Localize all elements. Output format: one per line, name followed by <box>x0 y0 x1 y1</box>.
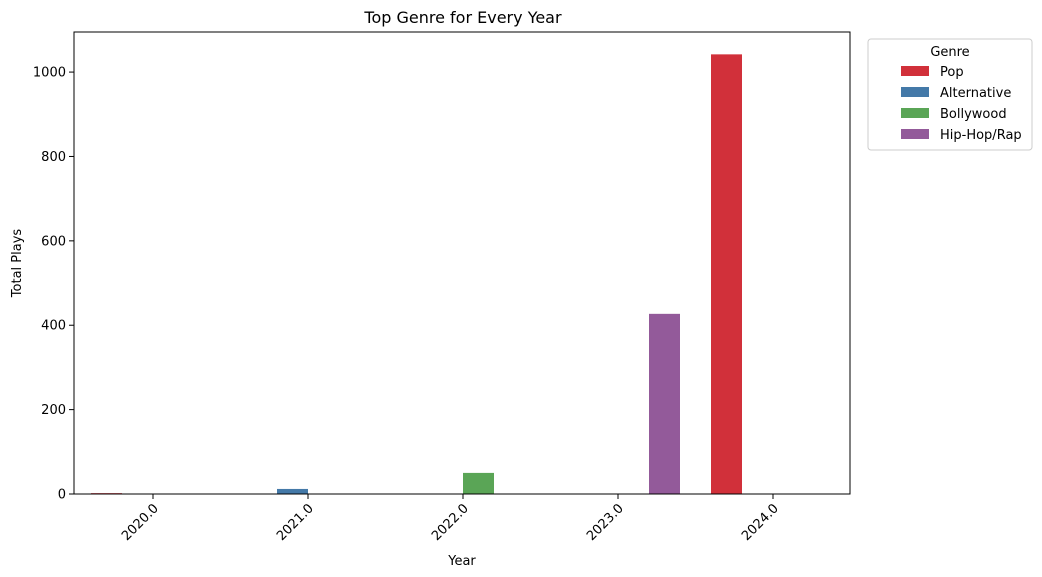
y-tick-label: 800 <box>41 150 66 165</box>
y-tick-label: 400 <box>41 319 66 334</box>
y-tick-label: 200 <box>41 403 66 418</box>
legend-swatch <box>901 129 929 139</box>
y-axis: 0 200 400 600 800 1000 <box>33 66 74 503</box>
x-tick-label: 2024.0 <box>739 501 782 544</box>
bar <box>711 54 742 495</box>
legend-swatch <box>901 66 929 76</box>
bars-group <box>91 54 742 495</box>
plot-frame <box>73 31 851 495</box>
x-axis-title: Year <box>447 554 476 569</box>
legend-items: Pop Alternative Bollywood Hip-Hop/Rap <box>901 65 1022 143</box>
legend-label: Pop <box>940 65 964 80</box>
legend-label: Hip-Hop/Rap <box>940 128 1022 143</box>
y-tick-label: 600 <box>41 234 66 249</box>
bar <box>277 488 308 494</box>
bar <box>463 472 494 494</box>
legend-title: Genre <box>930 45 969 60</box>
legend-label: Bollywood <box>940 107 1007 122</box>
x-tick-label: 2020.0 <box>119 501 162 544</box>
legend-swatch <box>901 87 929 97</box>
y-tick-label: 0 <box>58 488 66 503</box>
legend-swatch <box>901 108 929 118</box>
x-tick-label: 2022.0 <box>429 501 472 544</box>
y-axis-title: Total Plays <box>10 229 25 299</box>
bar <box>649 313 680 494</box>
x-axis: 2020.0 2021.0 2022.0 2023.0 2024.0 <box>119 494 782 544</box>
x-tick-label: 2021.0 <box>274 501 317 544</box>
chart-title: Top Genre for Every Year <box>363 8 562 27</box>
legend: Genre Pop Alternative Bollywood Hip-Hop/Rap <box>867 38 1033 151</box>
legend-label: Alternative <box>940 86 1011 101</box>
x-tick-label: 2023.0 <box>584 501 627 544</box>
y-tick-label: 1000 <box>33 66 66 81</box>
